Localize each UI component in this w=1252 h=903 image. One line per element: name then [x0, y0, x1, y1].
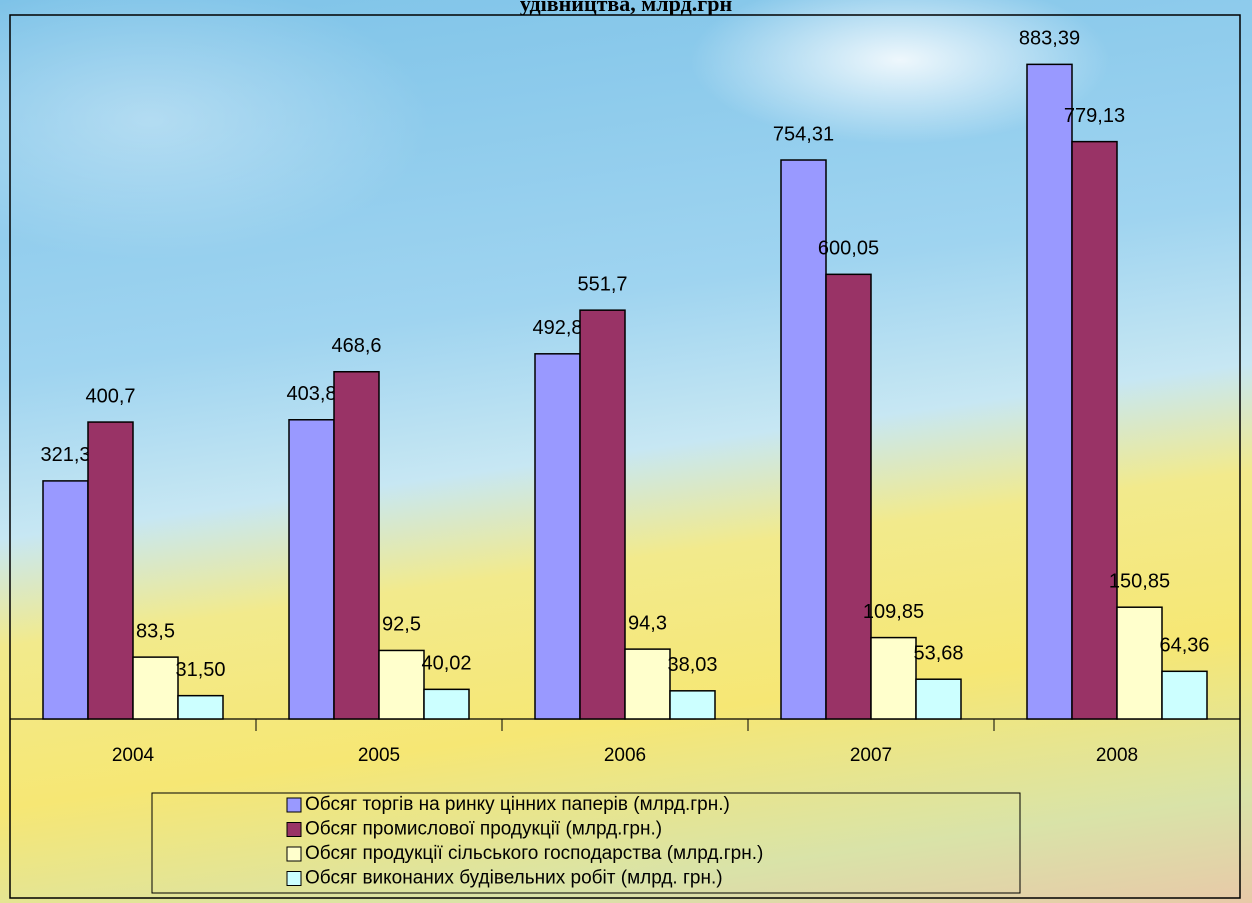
x-tick-label: 2004 — [112, 745, 155, 766]
bar — [825, 273, 872, 720]
legend-label: Обсяг виконаних будівельних робіт (млрд.… — [305, 868, 723, 889]
bar — [132, 656, 179, 720]
data-label: 83,5 — [136, 620, 175, 642]
x-tick-label: 2006 — [604, 745, 646, 766]
legend-swatch — [286, 871, 302, 886]
x-tick-label: 2007 — [850, 745, 892, 766]
bar — [915, 678, 962, 720]
bar — [333, 370, 380, 720]
data-label: 109,85 — [863, 601, 924, 623]
bar — [624, 648, 671, 720]
legend-swatch — [286, 797, 302, 813]
data-label: 492,8 — [532, 317, 582, 339]
legend-swatch — [286, 846, 302, 862]
legend-label: Обсяг промислової продукції (млрд.грн.) — [305, 819, 662, 840]
bar — [1116, 606, 1163, 720]
bar — [1071, 140, 1118, 720]
bar — [177, 694, 224, 720]
data-label: 883,39 — [1019, 28, 1080, 50]
x-tick-label: 2005 — [358, 745, 400, 766]
data-label: 53,68 — [913, 643, 963, 665]
legend-label: Обсяг продукції сільського господарства … — [305, 843, 763, 864]
bar — [870, 636, 917, 720]
plot-frame — [9, 14, 1241, 899]
data-label: 600,05 — [818, 238, 879, 260]
legend-label: Обсяг торгів на ринку цінних паперів (мл… — [305, 794, 730, 815]
x-tick-label: 2008 — [1096, 745, 1138, 766]
data-label: 64,36 — [1159, 635, 1209, 657]
data-label: 551,7 — [577, 273, 627, 295]
data-label: 400,7 — [85, 385, 135, 407]
bar — [534, 353, 581, 720]
bar — [87, 421, 134, 720]
bar — [1026, 63, 1073, 720]
legend-swatch — [286, 822, 302, 837]
bar — [423, 688, 470, 720]
bar — [42, 480, 89, 720]
legend-box — [151, 792, 1021, 894]
data-label: 38,03 — [667, 654, 717, 676]
bar — [288, 419, 335, 720]
data-label: 92,5 — [382, 614, 421, 636]
bar — [669, 690, 716, 720]
data-label: 31,50 — [175, 659, 225, 681]
data-label: 321,3 — [40, 444, 90, 466]
data-label: 754,31 — [773, 123, 834, 145]
bar — [378, 649, 425, 720]
data-label: 40,02 — [421, 653, 471, 675]
data-label: 468,6 — [331, 335, 381, 357]
data-label: 94,3 — [628, 612, 667, 634]
bar — [1161, 670, 1208, 720]
data-label: 403,8 — [286, 383, 336, 405]
bar — [579, 309, 626, 720]
data-label: 150,85 — [1109, 570, 1170, 592]
data-label: 779,13 — [1064, 105, 1125, 127]
chart-title: удівництва, млрд.грн — [520, 0, 733, 16]
